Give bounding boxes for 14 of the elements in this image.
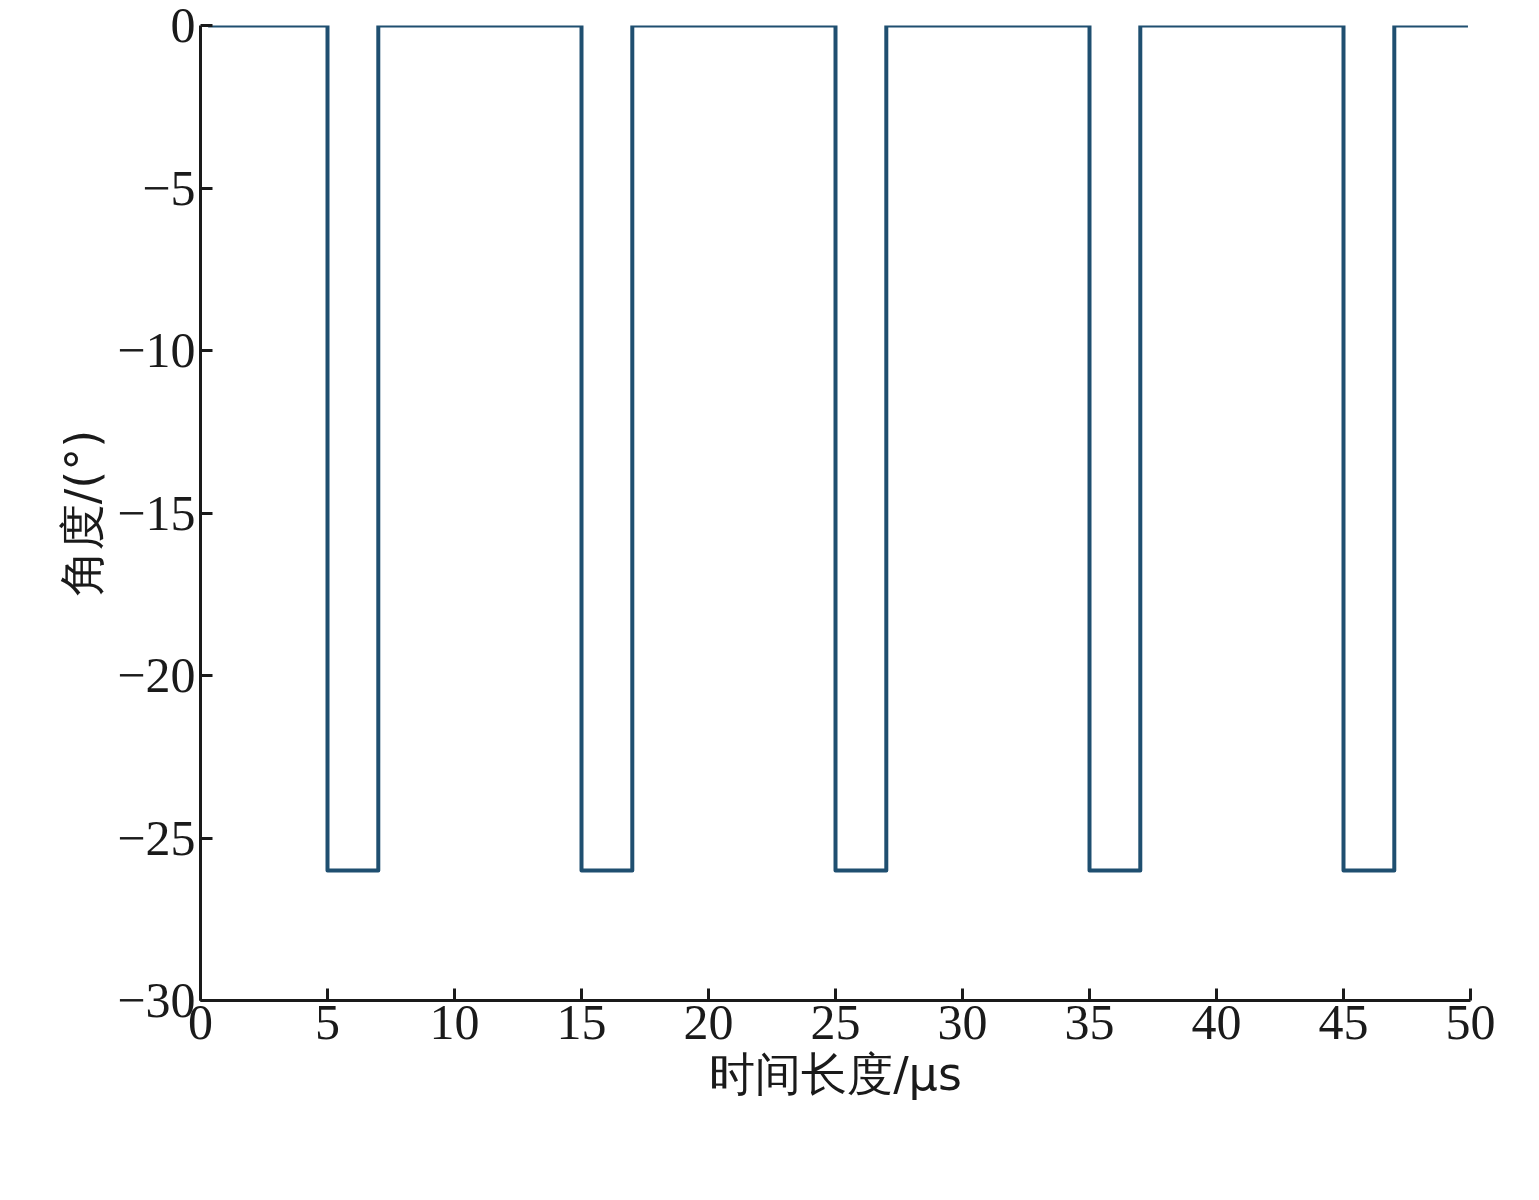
x-tick-label: 10 bbox=[429, 993, 480, 1050]
y-tick-label: −20 bbox=[117, 647, 196, 703]
x-tick-label: 50 bbox=[1445, 993, 1496, 1050]
y-tick-label: −25 bbox=[117, 809, 196, 866]
y-tick-label: −15 bbox=[117, 484, 196, 541]
x-tick-label: 45 bbox=[1318, 993, 1369, 1050]
y-tick-label: −5 bbox=[142, 159, 196, 216]
x-tick-label: 40 bbox=[1191, 993, 1242, 1050]
y-tick-label: 0 bbox=[170, 0, 196, 53]
x-tick-label: 35 bbox=[1064, 993, 1115, 1050]
x-tick-label: 15 bbox=[556, 993, 607, 1050]
x-tick-label: 5 bbox=[315, 993, 340, 1050]
y-tick-label: −10 bbox=[117, 322, 196, 378]
y-axis-title: 角度/(°) bbox=[55, 429, 110, 597]
